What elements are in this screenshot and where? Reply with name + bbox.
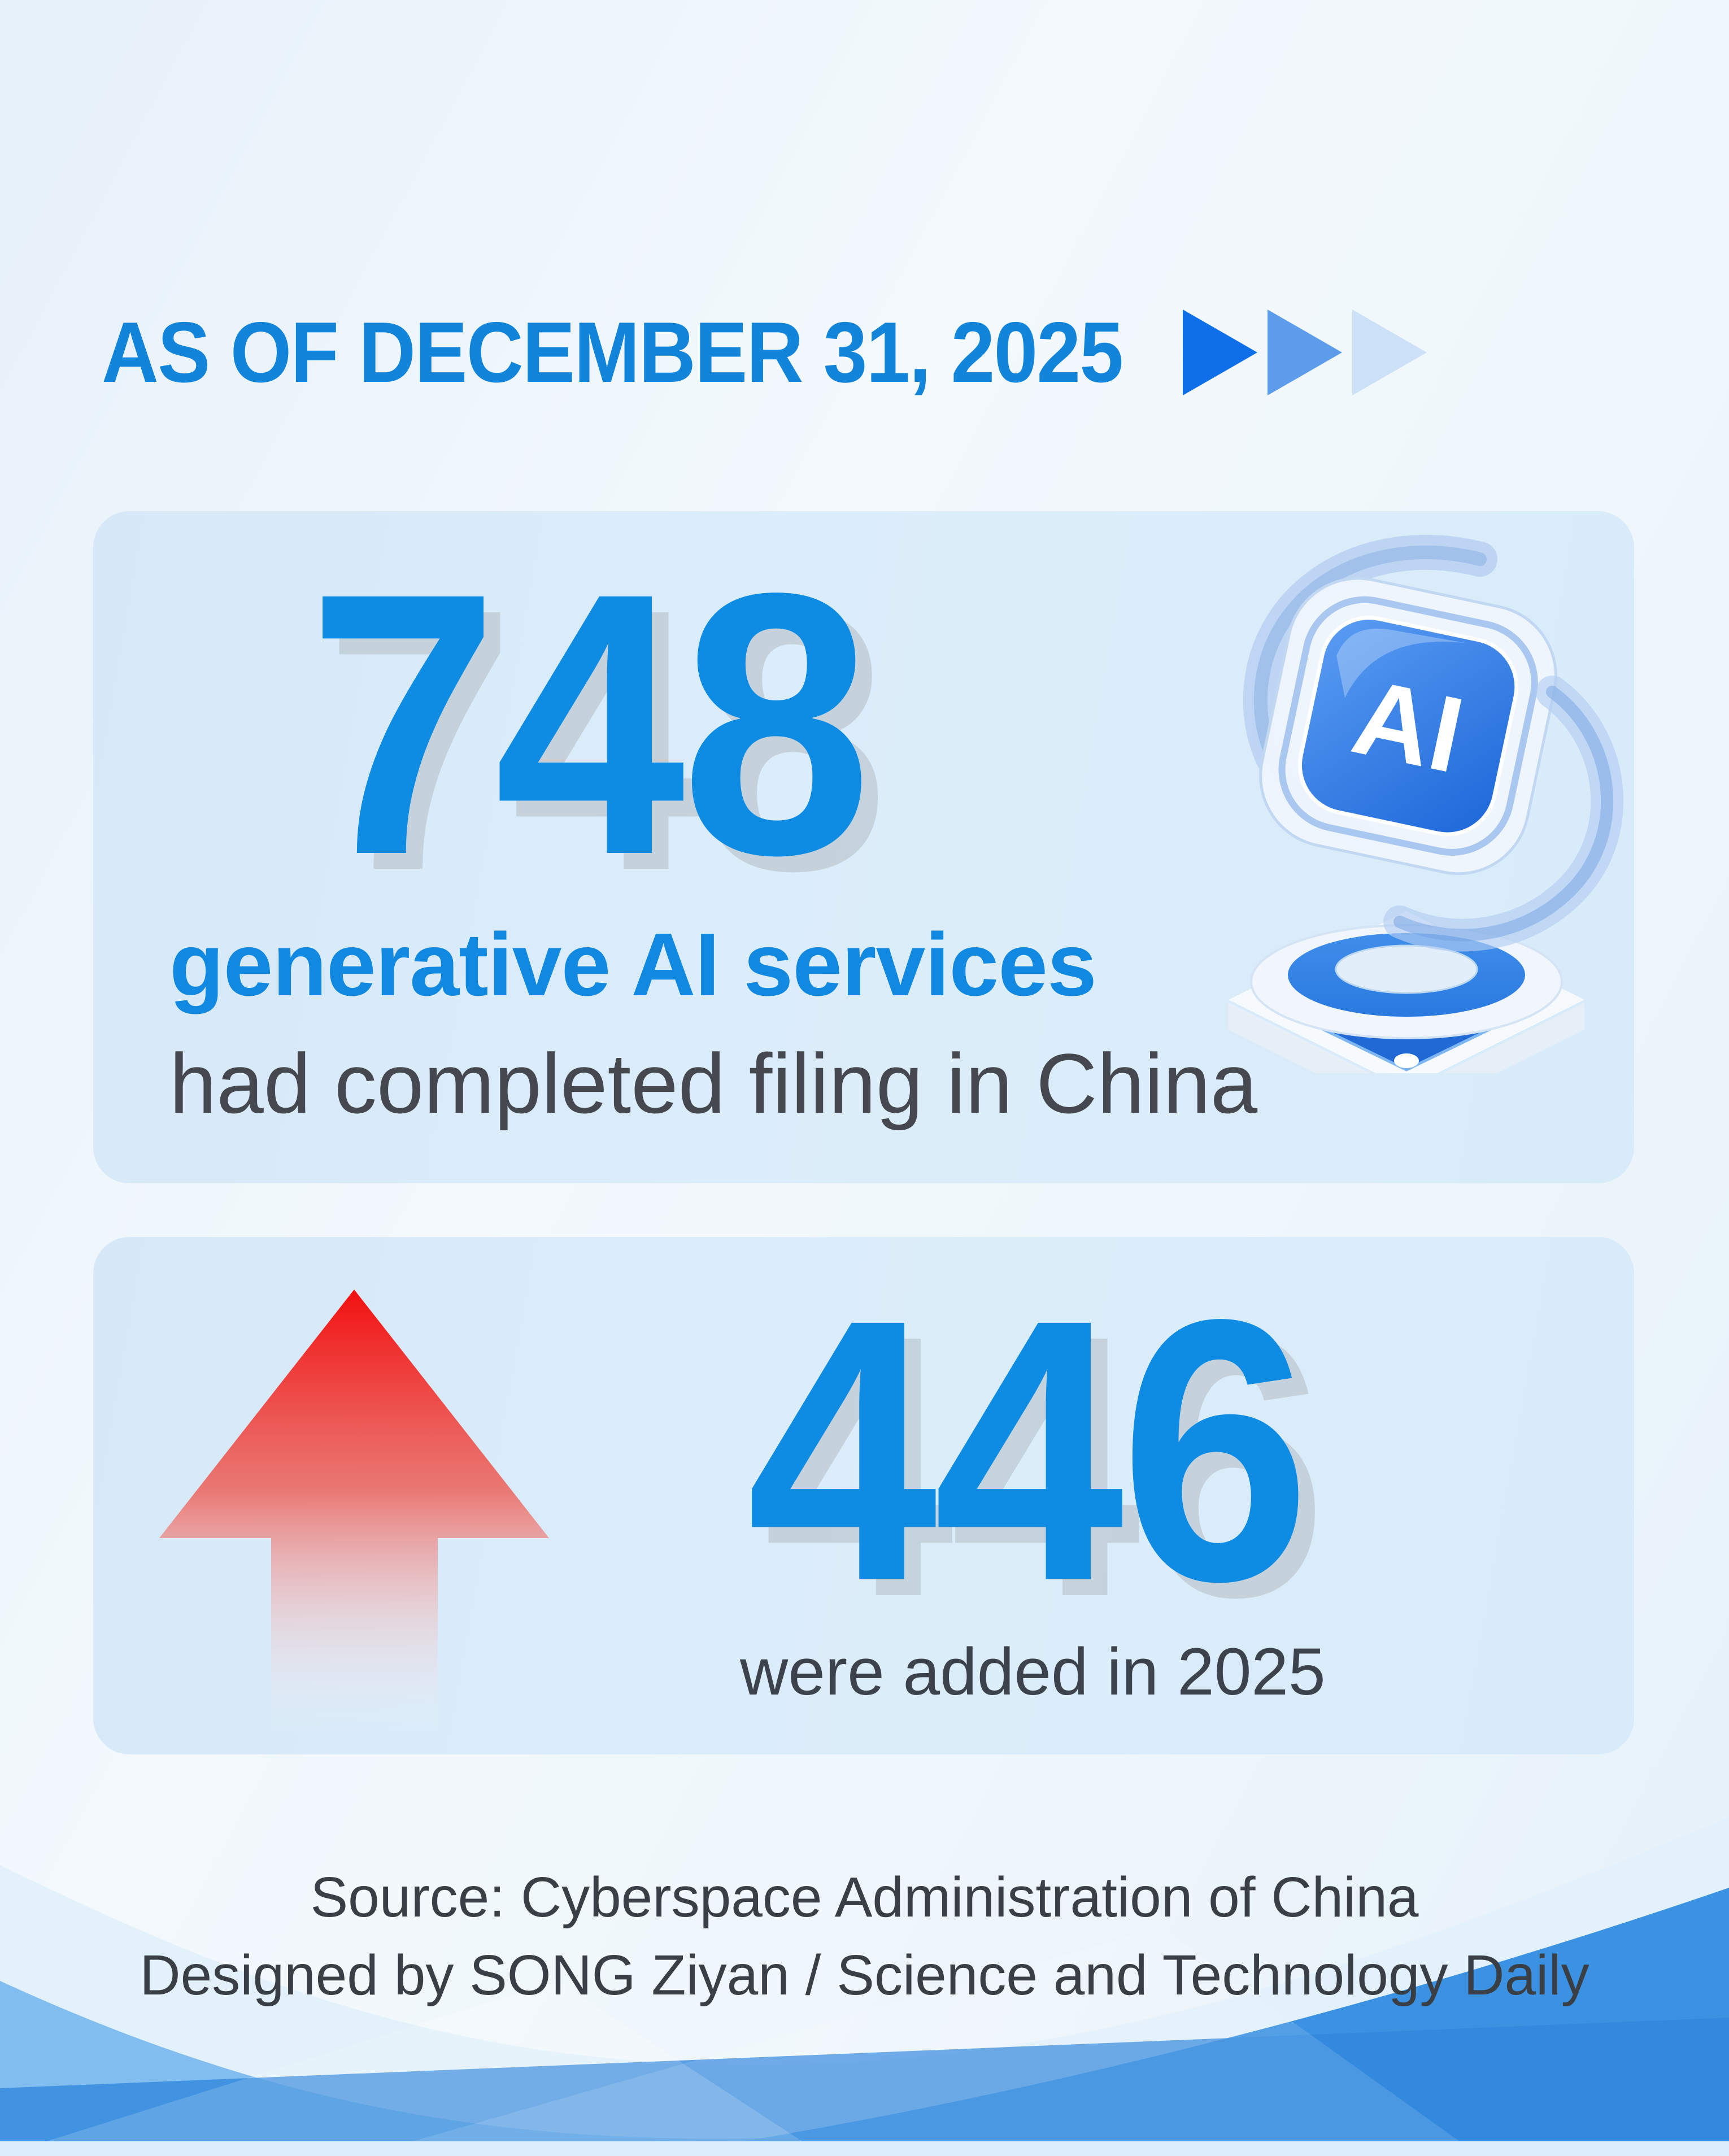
- bottom-waves-decoration: [0, 1817, 1729, 2156]
- ai-label: AI: [1343, 656, 1473, 796]
- header: AS OF DECEMBER 31, 2025: [102, 310, 1427, 395]
- stat-number-total: 748: [308, 516, 872, 932]
- stat-caption-added: were added in 2025: [740, 1635, 1326, 1709]
- stat-highlight-total: generative AI services: [169, 915, 1097, 1014]
- stat-number-added: 446: [747, 1242, 1310, 1658]
- source-text: Source: Cyberspace Administration of Chi…: [310, 1866, 1419, 1929]
- footer: Source: Cyberspace Administration of Chi…: [0, 1858, 1729, 2014]
- ai-badge-3d-icon: AI: [1229, 534, 1624, 1073]
- triangle-right-icon: [1268, 310, 1343, 395]
- red-up-arrow-icon: [159, 1290, 549, 1736]
- stat-caption-total: had completed filing in China: [169, 1036, 1258, 1131]
- page-title: AS OF DECEMBER 31, 2025: [102, 304, 1123, 400]
- credit-text: Designed by SONG Ziyan / Science and Tec…: [140, 1944, 1589, 2007]
- triangle-right-icon: [1352, 310, 1427, 395]
- triangle-right-icon: [1183, 310, 1258, 395]
- triple-chevron-right-icon: [1183, 310, 1427, 395]
